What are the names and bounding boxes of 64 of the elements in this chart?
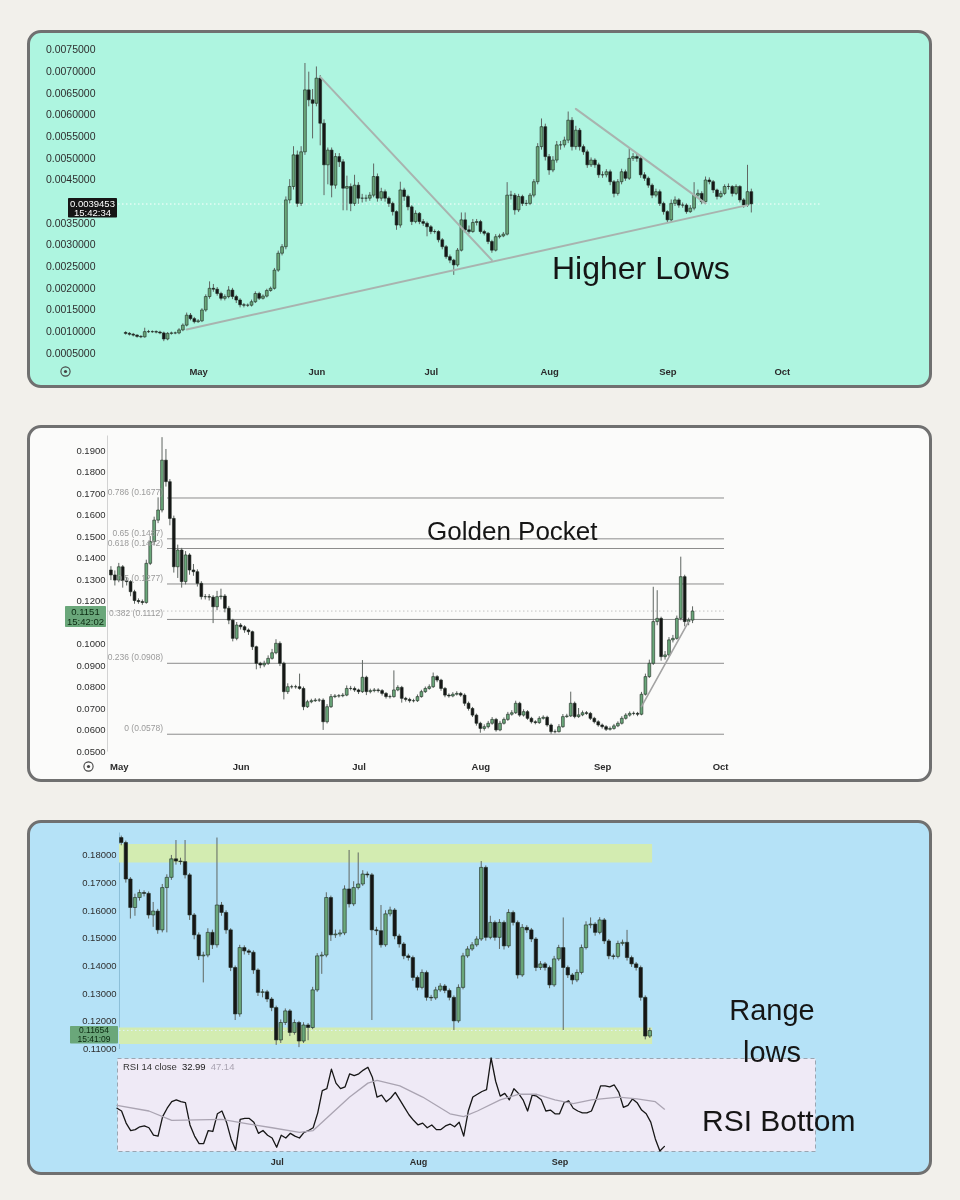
y-tick-label: 0.0015000 xyxy=(45,304,96,316)
y-tick-label: 0.0055000 xyxy=(45,131,96,143)
y-tick-label: 0.18000 xyxy=(82,849,117,861)
y-tick-label: 0.0020000 xyxy=(45,282,96,294)
y-tick-label: 0.0700 xyxy=(76,702,106,714)
annotation: Higher Lows xyxy=(552,250,730,286)
y-tick-label: 0.17000 xyxy=(82,877,117,889)
annotation: Range lows xyxy=(728,993,816,1070)
x-tick-label: Jun xyxy=(232,760,250,772)
y-tick-label: 0.1700 xyxy=(76,487,106,499)
x-tick-label: May xyxy=(189,365,209,377)
y-tick-label: 0.0065000 xyxy=(45,87,96,99)
x-tick-label: Jul xyxy=(352,760,366,772)
x-tick-label: Sep xyxy=(593,760,612,772)
y-tick-label: 0.0070000 xyxy=(45,66,96,78)
y-tick-label: 0.1300 xyxy=(76,573,106,585)
y-tick-label: 0.0900 xyxy=(76,659,106,671)
y-tick-label: 0.0050000 xyxy=(45,152,96,164)
y-tick-label: 0.15000 xyxy=(82,932,117,944)
y-tick-label: 0.0075000 xyxy=(45,44,96,56)
y-tick-label: 0.13000 xyxy=(82,987,117,999)
y-tick-label: 0.0060000 xyxy=(45,109,96,121)
chart-title: RSI 14 close xyxy=(123,1061,177,1072)
y-tick-label: 0.0500 xyxy=(76,745,106,757)
y-tick-label: 0.1200 xyxy=(76,595,106,607)
y-tick-label: 0.12000 xyxy=(82,1015,117,1027)
x-tick-label: Oct xyxy=(774,365,792,377)
y-tick-label: 0.1500 xyxy=(76,530,106,542)
x-tick-label: Aug xyxy=(471,760,491,772)
x-tick-label: Aug xyxy=(409,1156,428,1167)
ref-line-label: 0 (0.0578) xyxy=(124,723,164,734)
y-tick-label: 0.1000 xyxy=(76,638,106,650)
x-tick-label: Jul xyxy=(270,1156,284,1167)
text: 47.14 xyxy=(210,1061,235,1072)
text: 32.99 xyxy=(181,1061,206,1072)
y-tick-label: 0.0600 xyxy=(76,724,106,735)
y-tick-label: 0.0045000 xyxy=(45,174,96,186)
y-tick-label: 0.14000 xyxy=(82,960,117,972)
x-tick-label: Jun xyxy=(308,365,326,377)
annotation: Golden Pocket xyxy=(427,516,598,546)
x-tick-label: Oct xyxy=(712,760,730,772)
x-tick-label: Sep xyxy=(551,1156,569,1167)
y-tick-label: 0.0800 xyxy=(76,681,106,693)
ref-line-label: 0.1151 15:42:02 xyxy=(67,605,104,627)
y-tick-label: 0.0005000 xyxy=(45,347,96,359)
y-tick-label: 0.16000 xyxy=(82,904,117,916)
x-tick-label: May xyxy=(110,760,130,772)
y-tick-label: 0.1800 xyxy=(76,466,106,478)
annotation: RSI Bottom xyxy=(702,1104,856,1137)
y-tick-label: 0.0010000 xyxy=(45,326,96,338)
x-tick-label: Jul xyxy=(424,365,439,377)
y-tick-label: 0.11000 xyxy=(82,1043,117,1054)
ref-line-label: 0.382 (0.1112) xyxy=(108,608,164,619)
ref-line-label: 0.236 (0.0908) xyxy=(107,652,164,663)
y-tick-label: 0.0035000 xyxy=(45,217,96,229)
ref-line-label: 0.0039453 15:42:34 xyxy=(70,197,115,219)
x-tick-label: Aug xyxy=(540,365,560,377)
y-tick-label: 0.1600 xyxy=(76,509,106,521)
ref-line-label: 0.11654 15:41:09 xyxy=(77,1025,111,1044)
y-tick-label: 0.1900 xyxy=(76,444,106,456)
y-tick-label: 0.0030000 xyxy=(45,239,96,251)
y-tick-label: 0.1400 xyxy=(76,552,106,564)
y-tick-label: 0.0025000 xyxy=(45,261,96,273)
x-tick-label: Sep xyxy=(659,365,677,377)
